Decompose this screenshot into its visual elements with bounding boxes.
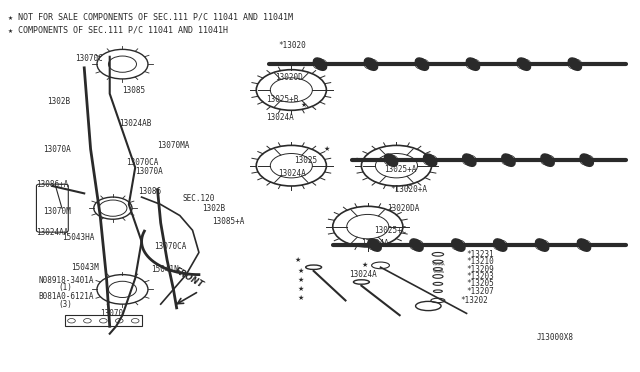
Text: *13205: *13205: [467, 279, 494, 288]
Ellipse shape: [368, 239, 381, 251]
Text: 15043HA: 15043HA: [62, 233, 94, 242]
Text: 13070: 13070: [100, 309, 124, 318]
Text: *13209: *13209: [467, 264, 494, 273]
Text: (1): (1): [59, 283, 72, 292]
Text: 13024A: 13024A: [362, 239, 389, 248]
Text: 13085: 13085: [122, 86, 145, 94]
Text: *13203: *13203: [467, 272, 494, 281]
Text: *13231: *13231: [467, 250, 494, 259]
Ellipse shape: [364, 58, 378, 70]
Text: B081A0-6121A: B081A0-6121A: [38, 292, 94, 301]
Text: 13024A: 13024A: [278, 169, 307, 177]
Ellipse shape: [568, 58, 582, 70]
Text: 13025: 13025: [294, 155, 317, 165]
Ellipse shape: [410, 239, 423, 251]
Text: 1302B: 1302B: [47, 97, 70, 106]
Text: *13202: *13202: [460, 296, 488, 305]
Text: 13025+C: 13025+C: [374, 226, 406, 235]
Text: 13070M: 13070M: [43, 207, 70, 217]
Ellipse shape: [517, 58, 531, 70]
Text: ★: ★: [298, 286, 304, 292]
Text: *13207: *13207: [467, 287, 494, 296]
Text: ★ COMPONENTS OF SEC.111 P/C 11041 AND 11041H: ★ COMPONENTS OF SEC.111 P/C 11041 AND 11…: [8, 25, 228, 34]
Text: 1302B: 1302B: [202, 203, 225, 213]
Ellipse shape: [463, 154, 476, 166]
Text: ★: ★: [298, 295, 304, 301]
Ellipse shape: [502, 154, 515, 166]
Ellipse shape: [493, 239, 507, 251]
Ellipse shape: [424, 154, 436, 166]
Ellipse shape: [452, 239, 465, 251]
Text: ★: ★: [294, 257, 301, 263]
Text: 15041N: 15041N: [151, 264, 179, 273]
Text: 13070MA: 13070MA: [157, 141, 190, 150]
Text: 13025+B: 13025+B: [266, 95, 298, 104]
Text: 13020DA: 13020DA: [387, 203, 419, 213]
Text: 13020D: 13020D: [275, 73, 303, 81]
Text: 13086: 13086: [138, 187, 161, 196]
Text: *13020: *13020: [278, 41, 307, 50]
Text: 13070CA: 13070CA: [125, 157, 158, 167]
Text: ★ NOT FOR SALE COMPONENTS OF SEC.111 P/C 11041 AND 11041M: ★ NOT FOR SALE COMPONENTS OF SEC.111 P/C…: [8, 13, 292, 22]
Ellipse shape: [580, 154, 593, 166]
Text: 13086+A: 13086+A: [36, 180, 69, 189]
Text: ★: ★: [301, 102, 307, 108]
Text: FRONT: FRONT: [173, 266, 205, 289]
Text: (3): (3): [59, 300, 72, 309]
Text: 13024AA: 13024AA: [36, 228, 69, 237]
Text: ★: ★: [323, 146, 330, 152]
Text: ★: ★: [298, 268, 304, 274]
Text: 13025+A: 13025+A: [384, 165, 416, 174]
Text: 13070CA: 13070CA: [154, 243, 187, 251]
Text: 13070A: 13070A: [43, 145, 70, 154]
Ellipse shape: [467, 58, 479, 70]
Text: 15043M: 15043M: [72, 263, 99, 272]
Ellipse shape: [415, 58, 429, 70]
Text: *13020+A: *13020+A: [390, 185, 427, 194]
Text: 13085+A: 13085+A: [212, 217, 244, 225]
Ellipse shape: [577, 239, 591, 251]
Ellipse shape: [385, 154, 397, 166]
Text: 13024A: 13024A: [266, 113, 294, 122]
Text: N08918-3401A: N08918-3401A: [38, 276, 94, 285]
Text: 13070A: 13070A: [135, 167, 163, 176]
Text: J13000X8: J13000X8: [537, 333, 573, 342]
Text: ★: ★: [362, 262, 368, 268]
Ellipse shape: [314, 58, 326, 70]
Text: *13210: *13210: [467, 257, 494, 266]
Text: 13070C: 13070C: [75, 54, 102, 63]
Ellipse shape: [536, 239, 548, 251]
Text: ★: ★: [298, 277, 304, 283]
Ellipse shape: [541, 154, 554, 166]
Text: 13024A: 13024A: [349, 270, 376, 279]
Text: 13024AB: 13024AB: [119, 119, 152, 128]
Text: SEC.120: SEC.120: [183, 195, 216, 203]
